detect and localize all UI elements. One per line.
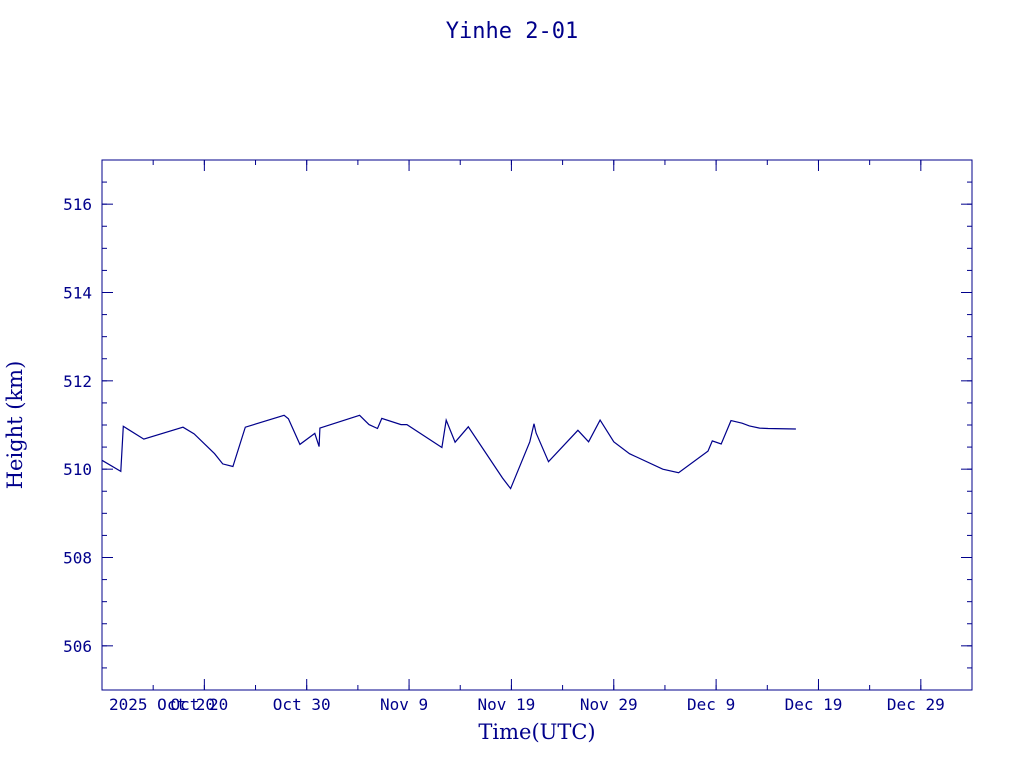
chart-title: Yinhe 2-01 (446, 19, 578, 44)
plot-frame (101, 159, 973, 691)
y-axis-label: Height (km) (3, 361, 27, 490)
x-tick-label: 2025 Oct 20 (109, 695, 215, 714)
x-tick-label: Dec 29 (887, 695, 945, 714)
y-tick-label: 514 (63, 284, 92, 303)
x-tick-label: Nov 19 (478, 695, 536, 714)
y-tick-labels: 506 508 510 512 514 516 (63, 195, 92, 656)
y-tick-label: 510 (63, 460, 92, 479)
y-tick-label: 516 (63, 195, 92, 214)
x-tick-label: Oct 30 (273, 695, 331, 714)
y-tick-label: 512 (63, 372, 92, 391)
y-tick-label: 506 (63, 637, 92, 656)
x-tick-label: Nov 9 (380, 695, 428, 714)
y-tick-label: 508 (63, 549, 92, 568)
series-line-height (101, 414, 796, 490)
x-tick-label: Dec 9 (687, 695, 735, 714)
x-tick-label: Nov 29 (580, 695, 638, 714)
axis-ticks (102, 159, 972, 691)
x-tick-label: Oct 20 (170, 695, 228, 714)
x-axis-label: Time(UTC) (478, 720, 595, 744)
x-tick-label: Dec 19 (785, 695, 843, 714)
